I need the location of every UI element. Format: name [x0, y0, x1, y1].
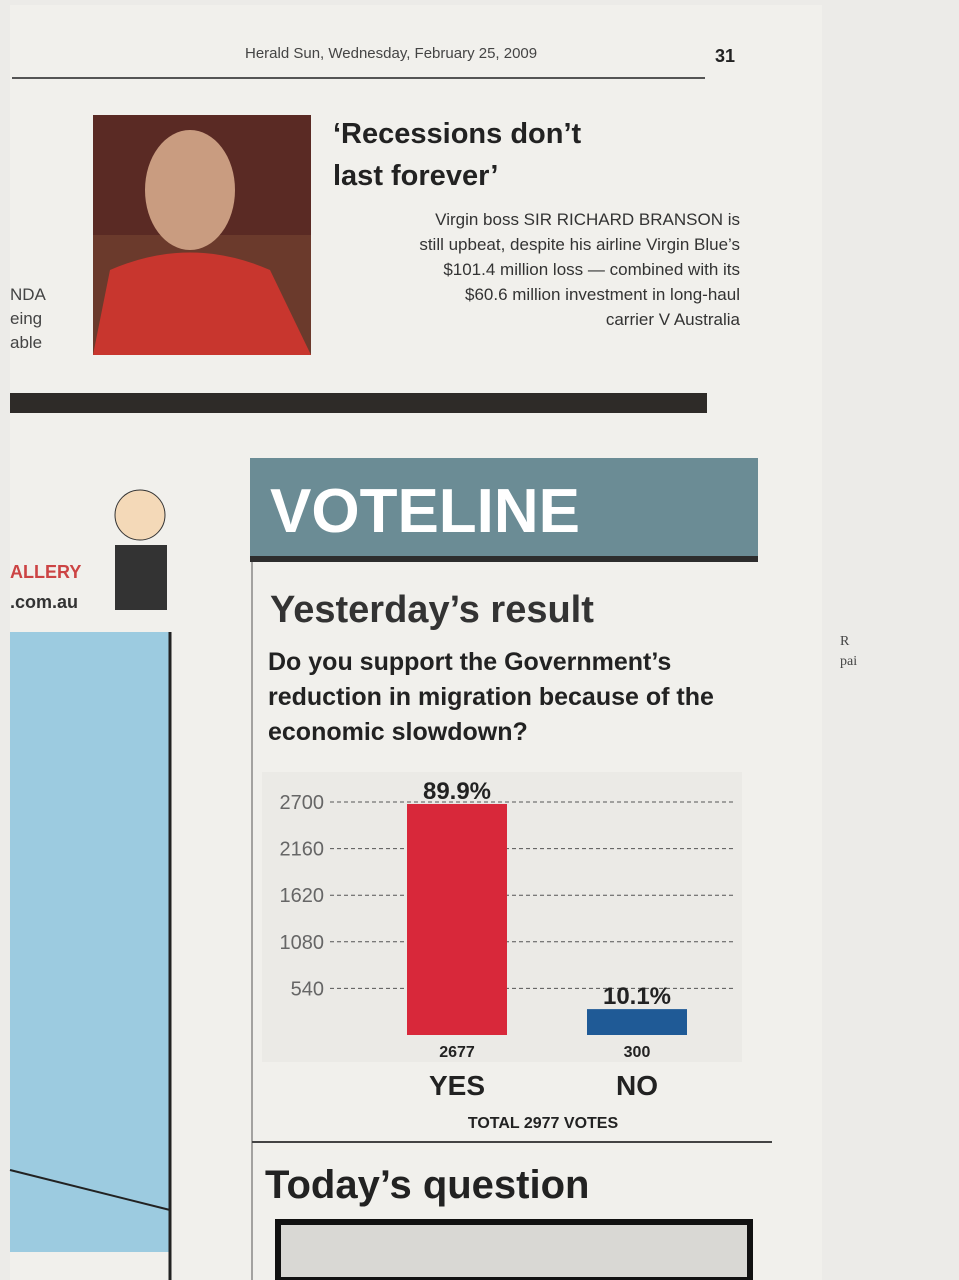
bar: [407, 804, 507, 1035]
voteline-title: VOTELINE: [270, 477, 580, 546]
percent-label: 10.1%: [603, 983, 671, 1010]
fragment: eing: [10, 309, 42, 328]
question-line: economic slowdown?: [268, 718, 528, 746]
body-line: $101.4 million loss — combined with its: [443, 260, 740, 279]
body-line: $60.6 million investment in long-haul: [465, 285, 740, 304]
body-line: carrier V Australia: [606, 310, 741, 329]
question-line: Do you support the Government’s: [268, 648, 671, 676]
headline-line: ‘Recessions don’t: [333, 118, 582, 150]
x-tick-label: NO: [616, 1070, 658, 1101]
y-tick-label: 2160: [280, 839, 325, 861]
chart-title: Yesterday’s result: [270, 589, 594, 631]
caricature: [115, 490, 165, 540]
question-line: reduction in migration because of the: [268, 683, 714, 711]
banner-rule: [250, 556, 758, 562]
fragments: NDA eing able: [10, 285, 47, 352]
value-label: 300: [624, 1044, 651, 1061]
fragment: NDA: [10, 285, 47, 304]
divider: [10, 393, 707, 413]
page: Herald Sun, Wednesday, February 25, 2009…: [0, 0, 959, 1280]
y-tick-label: 1620: [280, 885, 325, 907]
caricature-body: [115, 545, 167, 610]
fragment: pai: [840, 654, 857, 669]
masthead: Herald Sun, Wednesday, February 25, 2009: [245, 45, 537, 62]
fragment: R: [840, 634, 850, 649]
percent-label: 89.9%: [423, 778, 491, 805]
fragment: ALLERY: [10, 562, 81, 582]
fragment: .com.au: [10, 592, 78, 612]
body-line: still upbeat, despite his airline Virgin…: [419, 235, 740, 254]
photo-face: [145, 130, 235, 250]
cartoon: [10, 632, 170, 1252]
y-tick-label: 2700: [280, 792, 325, 814]
next-image: [278, 1222, 750, 1280]
headline-line: last forever’: [333, 160, 499, 192]
y-tick-label: 1080: [280, 932, 325, 954]
page-number: 31: [715, 46, 735, 66]
body-line: Virgin boss SIR RICHARD BRANSON is: [435, 210, 740, 229]
y-tick-label: 540: [291, 978, 324, 1000]
bar: [587, 1009, 687, 1035]
total-votes: TOTAL 2977 VOTES: [468, 1115, 619, 1132]
fragment: able: [10, 333, 42, 352]
x-tick-label: YES: [429, 1070, 485, 1101]
value-label: 2677: [439, 1044, 475, 1061]
next-question: Today’s question: [265, 1163, 589, 1207]
